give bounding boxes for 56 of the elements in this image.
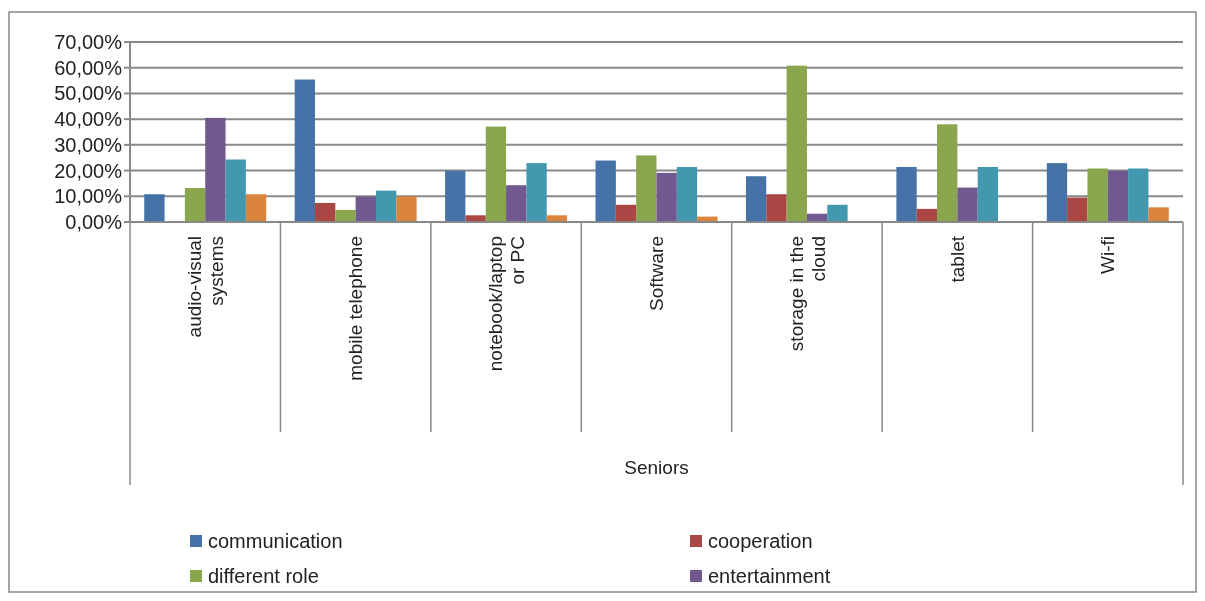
bar [355,196,376,222]
bar [656,172,677,222]
bar [314,202,336,222]
legend-label: cooperation [708,530,813,552]
bar [636,155,657,222]
y-tick-label: 20,00% [54,159,123,182]
bar [827,204,848,222]
x-tick-label: mobile telephone [345,236,367,381]
bar [766,194,787,222]
bar [294,79,315,222]
bar [375,190,397,222]
y-tick-label: 60,00% [54,56,123,79]
x-tick-label: tablet [947,235,969,283]
x-tick-label: Software [646,236,668,311]
x-tick-label: notebook/laptop or PC [484,236,528,372]
y-tick-label: 10,00% [54,185,123,208]
x-tick-label: Wi-fi [1097,236,1119,274]
bar [595,160,616,222]
bar [1087,168,1108,222]
bar [896,166,917,222]
legend-label: entertainment [708,565,831,587]
bar [937,124,958,222]
bar [916,208,938,222]
bar [445,170,466,222]
bar [615,204,637,222]
x-axis-title: Seniors [624,457,689,478]
bar [485,126,507,222]
y-tick-label: 50,00% [54,82,123,105]
bar [245,194,267,222]
bar [1148,207,1169,222]
bar [396,196,417,222]
bar [1128,168,1149,222]
bar [1067,197,1088,222]
bar [526,163,547,222]
y-tick-label: 40,00% [54,108,123,131]
legend-label: different role [208,565,319,587]
bar [957,187,978,222]
bar [335,209,356,222]
bar [225,159,246,222]
bar [205,117,226,222]
bar [786,65,807,222]
bar [184,188,206,222]
bar [977,166,999,222]
bar [144,194,165,222]
bar [1046,163,1068,222]
bar [676,166,698,222]
x-tick-label: storage in the cloud [785,236,829,352]
y-tick-label: 0,00% [65,211,123,233]
x-tick-label: audio-visual systems [183,236,227,338]
bar [465,215,486,222]
y-tick-label: 70,00% [54,31,123,53]
bar [745,176,767,222]
bar [1107,170,1129,222]
legend-label: communication [208,530,343,552]
bar [506,185,527,222]
y-tick-label: 30,00% [54,133,123,156]
